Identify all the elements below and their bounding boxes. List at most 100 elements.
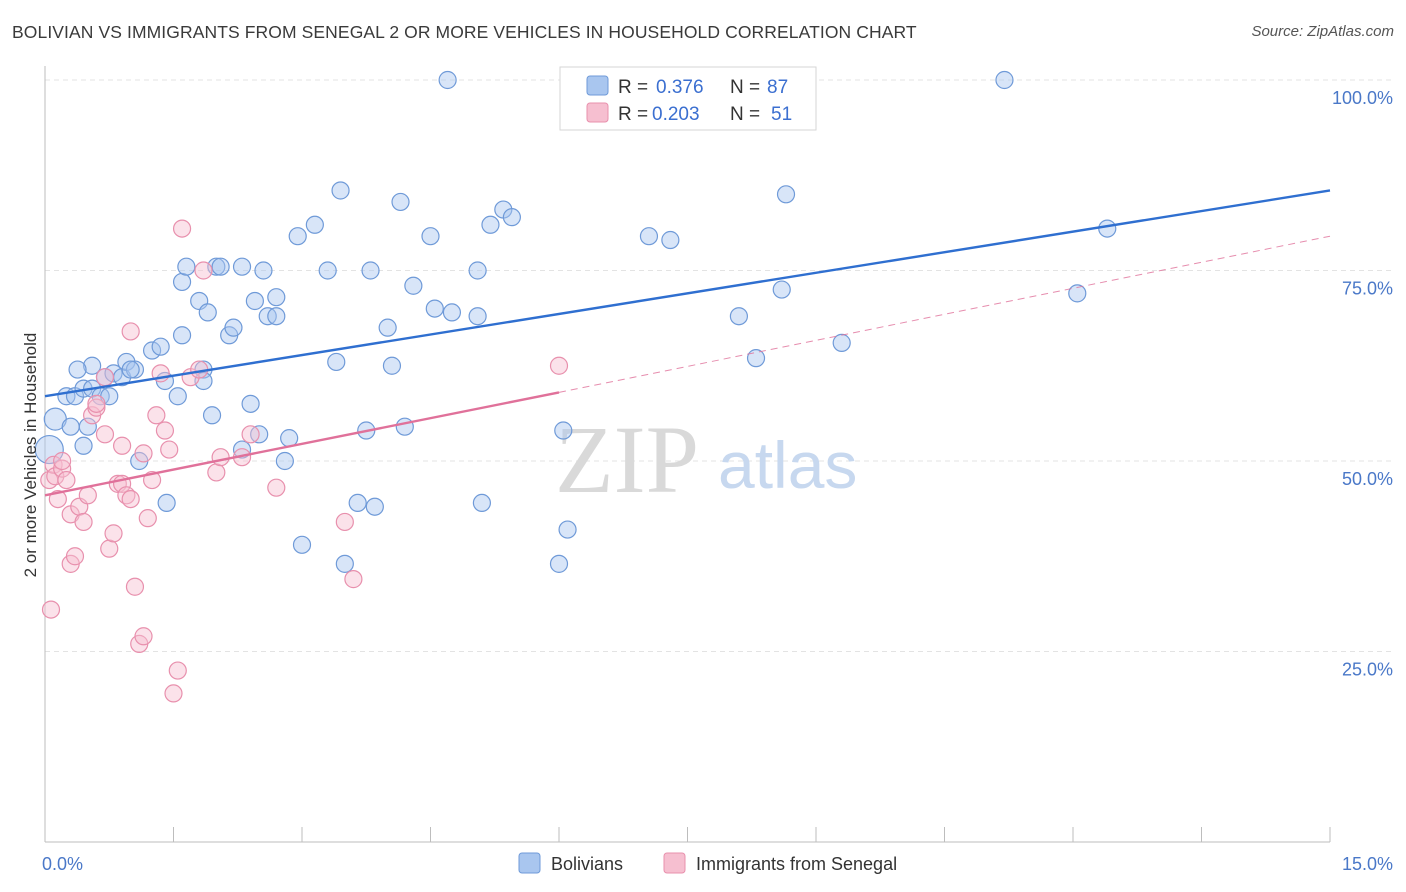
data-point-senegal [48,490,67,509]
data-point-senegal [160,440,179,459]
data-point-bolivians [558,520,577,539]
data-point-senegal [65,547,85,566]
data-point-bolivians [502,208,521,227]
data-point-bolivians [61,417,80,436]
data-point-bolivians [254,261,273,280]
data-point-senegal [241,425,260,444]
data-point-bolivians [468,307,487,326]
source-label: Source: ZipAtlas.com [1251,23,1394,40]
x-tick-label: 15.0% [1342,854,1393,874]
y-tick-label: 25.0% [1342,660,1393,680]
data-point-senegal [168,661,187,680]
data-point-bolivians [348,493,367,513]
y-tick-label: 100.0% [1332,88,1393,108]
data-point-senegal [267,478,286,497]
legend-n-value: 51 [771,104,792,125]
data-point-bolivians [472,493,491,513]
legend-swatch-blue [586,75,609,96]
data-point-bolivians [549,554,569,573]
trend-line-senegal-extension [558,235,1331,393]
y-tick-label: 50.0% [1342,469,1393,489]
data-point-bolivians [365,497,384,516]
bottom-legend: Bolivians Immigrants from Senegal [518,852,897,874]
data-point-senegal [57,470,76,490]
y-axis-label: 2 or more Vehicles in Household [21,333,40,578]
data-point-bolivians [832,333,851,352]
data-point-bolivians [382,356,402,375]
watermark-atlas: atlas [718,428,857,502]
data-point-senegal [87,394,106,413]
trend-line-bolivians [44,189,1331,398]
data-point-bolivians [391,192,410,212]
legend-r-label: R = [618,77,648,98]
data-point-senegal [104,524,123,543]
data-point-bolivians [421,227,440,246]
data-point-bolivians [83,356,102,375]
data-point-senegal [207,463,226,482]
data-point-bolivians [177,257,196,276]
data-point-bolivians [318,261,337,280]
data-point-bolivians [395,417,414,436]
legend-n-label: N = [730,77,760,98]
trend-lines [44,189,1331,497]
data-point-bolivians [78,417,97,436]
data-point-senegal [87,398,106,417]
data-point-bolivians [1098,219,1117,238]
data-point-senegal [53,459,72,478]
data-point-senegal [147,406,166,425]
data-point-bolivians [425,299,444,318]
legend-box: R = 0.376 N = 87 R = 0.203 N = 51 [559,66,817,131]
data-point-bolivians [288,227,307,246]
data-point-bolivians [746,349,766,368]
y-tick-label: 75.0% [1342,279,1393,299]
data-point-senegal [44,455,63,474]
data-point-bolivians [121,360,140,379]
data-point-senegal [134,444,153,463]
data-point-bolivians [104,364,123,383]
data-point-bolivians [481,215,500,234]
data-point-bolivians [327,352,346,372]
data-point-senegal [100,539,119,558]
data-point-bolivians [661,230,680,250]
data-point-senegal [53,451,72,471]
data-point-senegal [121,322,140,341]
x-tick-label: 0.0% [42,854,83,874]
data-point-bolivians [211,257,230,276]
data-point-bolivians [198,303,217,322]
data-point-bolivians [232,257,252,276]
data-point-bolivians [172,272,192,292]
data-point-bolivians [305,215,324,234]
data-point-bolivians [438,70,457,90]
data-point-senegal [164,684,183,703]
data-point-senegal [95,425,115,444]
data-point-bolivians [378,318,397,337]
legend-r-label: R = [618,104,648,125]
data-point-senegal [112,436,132,455]
legend-swatch-pink [586,102,609,123]
data-point-bolivians [125,360,145,379]
legend-r-value: 0.376 [656,77,704,98]
data-point-bolivians [331,181,350,200]
data-point-bolivians [157,493,176,513]
tick-labels: 100.0% 75.0% 50.0% 25.0% 0.0% 15.0% [42,88,1393,874]
legend-r-value: 0.203 [652,104,700,125]
data-point-bolivians [776,185,796,204]
watermark-zip: ZIP [555,406,699,513]
data-point-bolivians [361,261,380,280]
data-point-senegal [121,490,140,509]
data-point-bolivians [74,436,93,455]
data-point-senegal [211,448,230,467]
data-point-bolivians [241,394,260,413]
data-point-senegal [46,467,65,486]
data-point-bolivians [1068,284,1087,303]
data-point-bolivians [335,554,354,573]
data-point-senegal [344,570,363,589]
data-point-bolivians [202,406,222,425]
bottom-legend-swatch-blue [518,852,541,874]
data-point-bolivians [468,261,487,280]
trend-line-senegal [44,391,560,497]
data-point-bolivians [68,360,87,379]
data-point-senegal [74,512,93,532]
data-point-bolivians [995,70,1014,90]
bottom-legend-label-senegal: Immigrants from Senegal [696,854,897,874]
